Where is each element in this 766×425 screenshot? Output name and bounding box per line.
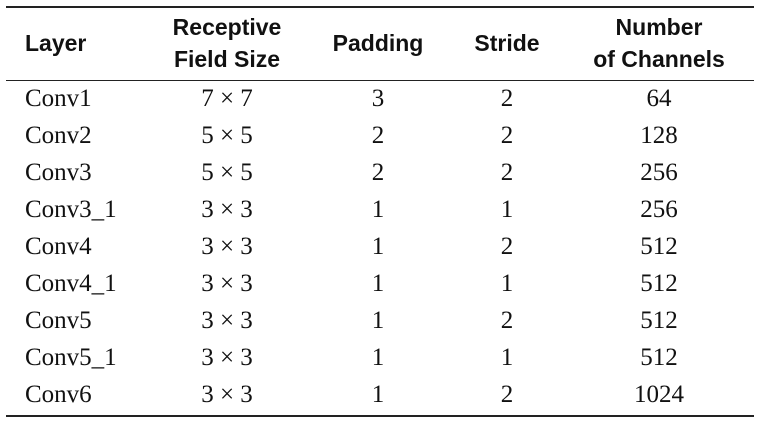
table-cell: 3 × 3 — [201, 233, 253, 260]
table-cell: 1 — [500, 344, 514, 371]
table-cell: 1 — [371, 381, 385, 408]
table-cell: 3 × 3 — [201, 344, 253, 371]
layer-name: Conv5 — [25, 307, 92, 334]
table-cell: 3 × 3 — [201, 270, 253, 297]
table-cell: 1 — [371, 196, 385, 223]
table-cell: 1 — [371, 344, 385, 371]
column-header: Receptive — [172, 14, 282, 40]
column-header: Padding — [332, 30, 424, 56]
table-cell: 128 — [640, 122, 678, 149]
table-cell: 512 — [640, 270, 678, 297]
layer-name: Conv3 — [25, 159, 92, 186]
table-cell: 3 × 3 — [201, 196, 253, 223]
table-cell: 2 — [500, 381, 514, 408]
column-header: Field Size — [173, 46, 281, 72]
layer-name: Conv6 — [25, 381, 92, 408]
layer-name: Conv3_1 — [25, 196, 117, 223]
table-cell: 64 — [646, 85, 672, 112]
table-cell: 1 — [371, 307, 385, 334]
table-cell: 512 — [640, 233, 678, 260]
table-cell: 1 — [371, 270, 385, 297]
table-cell: 512 — [640, 344, 678, 371]
table-cell: 1 — [371, 233, 385, 260]
layer-name: Conv5_1 — [25, 344, 117, 371]
table-cell: 1 — [500, 196, 514, 223]
table-cell: 7 × 7 — [201, 85, 253, 112]
table-cell: 2 — [371, 159, 385, 186]
layer-name: Conv1 — [25, 85, 92, 112]
layer-name: Conv4 — [25, 233, 92, 260]
column-header: of Channels — [593, 46, 725, 72]
column-header: Stride — [474, 30, 540, 56]
table-cell: 1024 — [634, 381, 684, 408]
table-cell: 2 — [500, 85, 514, 112]
table-cell: 3 × 3 — [201, 381, 253, 408]
table-cell: 2 — [500, 233, 514, 260]
layer-name: Conv4_1 — [25, 270, 117, 297]
table-cell: 2 — [500, 307, 514, 334]
column-header: Number — [615, 14, 703, 40]
table-cell: 2 — [500, 159, 514, 186]
header-rule — [6, 80, 754, 81]
layer-name: Conv2 — [25, 122, 92, 149]
column-header: Layer — [25, 30, 87, 56]
table-cell: 5 × 5 — [201, 159, 253, 186]
table-cell: 256 — [640, 196, 678, 223]
top-rule — [6, 6, 754, 8]
table-cell: 256 — [640, 159, 678, 186]
table-cell: 1 — [500, 270, 514, 297]
bottom-rule — [6, 415, 754, 417]
table-cell: 2 — [371, 122, 385, 149]
table-cell: 2 — [500, 122, 514, 149]
table-cell: 3 × 3 — [201, 307, 253, 334]
table-cell: 5 × 5 — [201, 122, 253, 149]
table-cell: 512 — [640, 307, 678, 334]
table-cell: 3 — [371, 85, 385, 112]
